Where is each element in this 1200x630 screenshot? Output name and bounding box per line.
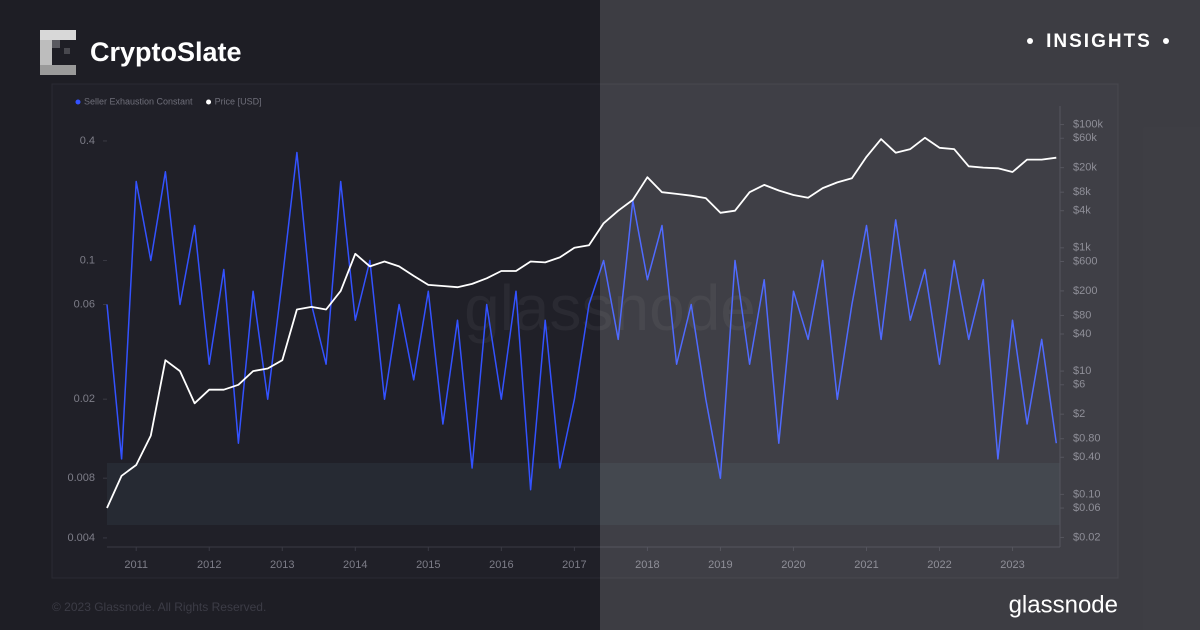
y2-tick-label: $20k	[1073, 162, 1097, 174]
brand-logo	[40, 30, 76, 75]
badge-dot	[1163, 38, 1169, 44]
y2-tick-label: $60k	[1073, 132, 1097, 144]
y2-tick-label: $6	[1073, 379, 1085, 391]
y-tick-label: 0.1	[80, 254, 95, 266]
legend-label: Seller Exhaustion Constant	[84, 96, 193, 106]
x-tick-label: 2018	[635, 559, 659, 571]
y2-tick-label: $8k	[1073, 186, 1091, 198]
brand-name: CryptoSlate	[90, 37, 242, 67]
footer-logo: glassnode	[1009, 591, 1118, 618]
watermark: glassnode	[464, 272, 756, 344]
x-tick-label: 2011	[124, 559, 148, 571]
y2-tick-label: $100k	[1073, 118, 1103, 130]
y2-tick-label: $2	[1073, 408, 1085, 420]
legend-marker	[75, 99, 81, 105]
y2-tick-label: $0.80	[1073, 433, 1101, 445]
logo-block	[64, 48, 70, 54]
badge: INSIGHTS	[1046, 31, 1152, 52]
logo-block	[40, 65, 76, 75]
y2-tick-label: $1k	[1073, 242, 1091, 254]
highlight-overlay	[600, 0, 1200, 630]
x-tick-label: 2015	[416, 559, 440, 571]
x-tick-label: 2012	[197, 559, 221, 571]
x-tick-label: 2023	[1000, 559, 1024, 571]
y2-tick-label: $0.06	[1073, 502, 1101, 514]
y-tick-label: 0.008	[67, 472, 95, 484]
plot-area: 0.004 0.008 0.02 0.06 0.1 0.4 $100k $60k $20k $8k…	[67, 96, 1103, 571]
x-tick-label: 2022	[927, 559, 951, 571]
y2-tick-label: $80	[1073, 309, 1091, 321]
y2-tick-label: $0.02	[1073, 531, 1101, 543]
logo-block	[40, 30, 76, 40]
y2-tick-label: $40	[1073, 328, 1091, 340]
y2-tick-label: $600	[1073, 255, 1097, 267]
legend-marker	[206, 99, 212, 105]
y-tick-label: 0.4	[80, 135, 95, 147]
y2-tick-label: $4k	[1073, 205, 1091, 217]
logo-block	[40, 40, 52, 65]
legend-label: Price [USD]	[215, 96, 262, 106]
x-tick-label: 2014	[343, 559, 367, 571]
x-tick-label: 2021	[854, 559, 878, 571]
x-tick-label: 2019	[708, 559, 732, 571]
badge-dot	[1027, 38, 1033, 44]
y2-tick-label: $0.10	[1073, 488, 1101, 500]
y2-tick-label: $10	[1073, 365, 1091, 377]
series-line	[106, 151, 1058, 491]
y-tick-label: 0.004	[67, 532, 95, 544]
y2-tick-label: $0.40	[1073, 451, 1101, 463]
logo-block	[52, 40, 60, 48]
copyright: © 2023 Glassnode. All Rights Reserved.	[52, 600, 266, 614]
x-tick-label: 2017	[562, 559, 586, 571]
x-tick-label: 2013	[270, 559, 294, 571]
x-tick-label: 2016	[489, 559, 513, 571]
y2-tick-label: $200	[1073, 285, 1097, 297]
x-tick-label: 2020	[781, 559, 805, 571]
y-tick-label: 0.02	[74, 393, 95, 405]
y-tick-label: 0.06	[74, 298, 95, 310]
shaded-band	[107, 463, 1060, 525]
series-line	[106, 136, 1057, 509]
